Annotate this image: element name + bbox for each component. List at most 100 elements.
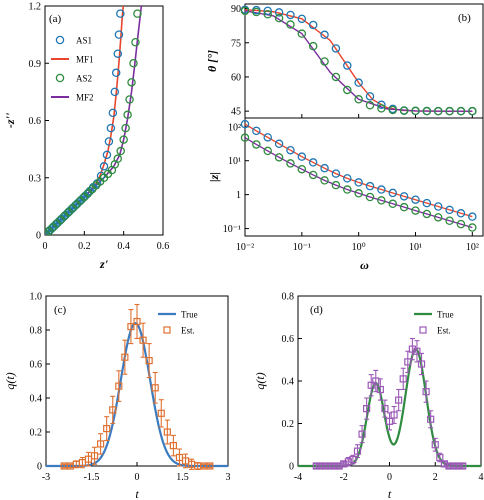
as2-point: [445, 106, 454, 116]
legend-label: Est.: [181, 326, 195, 336]
estimate-point: [340, 460, 348, 468]
y-tick-label: 0.4: [30, 394, 43, 405]
as2-point: [133, 9, 142, 18]
y-tick-label: 0.4: [282, 377, 295, 388]
as1-point: [331, 169, 341, 178]
estimate-point: [344, 458, 352, 466]
as1-point: [297, 14, 307, 24]
as2-point: [263, 146, 272, 156]
x-tick-label: 1.5: [176, 472, 189, 483]
legend-marker: [55, 73, 65, 83]
as2-point: [320, 176, 329, 185]
as1-point: [343, 61, 352, 70]
as1-point: [99, 162, 109, 171]
estimate-point: [90, 452, 99, 460]
y-tick-label: 0.6: [29, 116, 42, 127]
as2-point: [422, 209, 432, 219]
y-axis-label: -z'': [3, 112, 17, 128]
estimate-point: [349, 456, 357, 464]
legend-label: MF1: [76, 55, 94, 65]
as1-point: [308, 20, 318, 30]
y-tick-label: 0: [36, 231, 41, 242]
estimate-point: [385, 417, 394, 425]
x-tick-label: 10⁰: [352, 242, 366, 253]
as2-point: [121, 123, 130, 133]
plot-frame: [44, 5, 164, 236]
as2-point: [308, 170, 318, 180]
estimate-point: [436, 453, 444, 462]
y-axis-label: q(t): [253, 372, 267, 389]
as2-point: [274, 13, 284, 23]
panel-c: -3 -1.5 0 1.5 3 0 0.2 0.4 0.6 0.8 1.0 t q(t) (c) True E…: [3, 292, 231, 500]
as1-point: [308, 158, 318, 167]
as2-point: [468, 106, 477, 116]
estimate-point: [312, 462, 320, 470]
x-tick-label: 3: [226, 472, 231, 483]
as2-point: [252, 140, 261, 149]
x-tick-label: 0: [43, 241, 48, 252]
panel-label: (a): [49, 13, 62, 25]
as2-point: [411, 106, 420, 116]
estimate-point: [133, 317, 141, 326]
legend-label: AS2: [76, 74, 92, 84]
x-tick-label: 10²: [466, 242, 479, 253]
as2-point: [433, 213, 443, 222]
estimate-point: [127, 323, 135, 331]
y-axis-label: q(t): [3, 372, 17, 389]
as1-point: [354, 178, 363, 187]
panel-b-bottom: 10⁻² 10⁻¹ 10⁰ 10¹ 10² 10⁻¹ 1 10¹ 10² ω |z|: [207, 117, 484, 272]
as2-point: [365, 100, 375, 110]
estimate-point: [372, 377, 380, 385]
as1-point: [102, 150, 112, 160]
as2-point: [445, 216, 454, 225]
as2-point: [297, 164, 307, 174]
as2-point: [399, 202, 409, 212]
x-tick-label: -3: [42, 472, 50, 483]
y-axis-label: θ [°]: [205, 50, 219, 72]
y-tick-label: 90: [231, 4, 241, 15]
x-tick-label: 10¹: [409, 242, 422, 253]
x-tick-label: 4: [479, 472, 484, 483]
as2-point: [240, 6, 250, 16]
x-tick-label: -1.5: [84, 472, 100, 483]
as1-point: [320, 30, 329, 40]
y-tick-label: 0.8: [30, 326, 43, 337]
as2-point: [125, 95, 134, 104]
estimate-point: [395, 396, 403, 404]
as2-point: [377, 196, 386, 205]
true-curve: [46, 321, 228, 468]
y-tick-label: 10⁻¹: [223, 224, 241, 235]
as2-point: [399, 106, 409, 115]
as1-point: [286, 10, 295, 20]
as2-point: [274, 153, 284, 162]
as1-point: [111, 68, 121, 78]
as2-point: [127, 78, 136, 87]
as2-point: [308, 41, 318, 51]
as1-point: [422, 198, 432, 208]
as2-point: [116, 146, 125, 156]
y-axis-label: |z|: [207, 172, 221, 182]
as1-point: [108, 108, 118, 118]
as2-point: [433, 106, 443, 116]
as1-point: [377, 100, 386, 110]
y-tick-label: 0.6: [30, 360, 43, 371]
x-axis-label: t: [135, 487, 139, 500]
legend-marker: [419, 326, 427, 334]
estimate-point: [96, 440, 105, 448]
legend-label: AS1: [76, 36, 92, 46]
as2-point: [320, 57, 329, 66]
legend-marker: [163, 326, 171, 334]
plot-area: [45, 6, 143, 235]
as1-point: [456, 209, 466, 218]
as1-point: [411, 195, 420, 204]
estimate-point: [427, 415, 435, 423]
as2-point: [286, 20, 295, 29]
estimate-point: [376, 385, 384, 394]
as1-point: [343, 174, 352, 183]
panel-b-top: 45 60 75 90 θ [°] (b): [205, 3, 484, 119]
estimate-point: [381, 405, 389, 413]
y-tick-label: 10¹: [228, 156, 241, 167]
as2-point: [240, 133, 250, 142]
as2-point: [123, 110, 132, 120]
y-tick-label: 1.2: [29, 2, 42, 13]
